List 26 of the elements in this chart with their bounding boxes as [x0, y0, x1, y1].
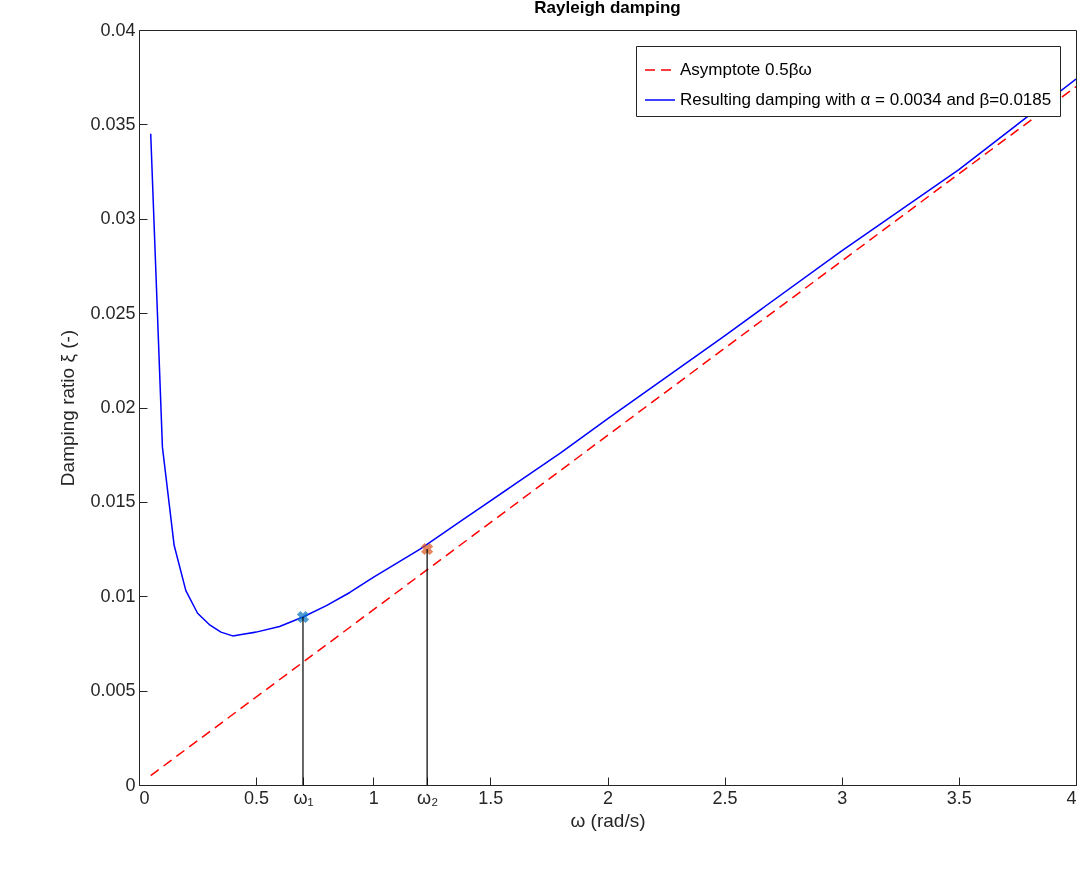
x-tick-label: 1.5 — [478, 787, 504, 808]
y-tick-label: 0.01 — [100, 585, 136, 606]
x-tick-label: 3 — [837, 787, 848, 808]
x-tick-label: 0.5 — [244, 787, 270, 808]
legend-label: Asymptote 0.5βω — [680, 60, 812, 79]
y-tick-label: 0.035 — [90, 113, 136, 134]
x-tick-label: ω₂ — [417, 787, 439, 808]
y-tick-label: 0.04 — [100, 19, 136, 40]
y-tick-label: 0.03 — [100, 208, 136, 229]
y-tick-label: 0.025 — [90, 302, 136, 323]
x-tick-label: 1 — [368, 787, 379, 808]
line-series — [149, 78, 1076, 637]
chart-title: Rayleigh damping — [534, 0, 681, 17]
y-tick-label: 0.005 — [90, 680, 136, 701]
y-axis-title: Damping ratio ξ (-) — [57, 329, 79, 487]
y-tick-label: 0.02 — [100, 397, 136, 417]
y-tick-label: 0 — [125, 774, 136, 795]
x-tick-label: 0 — [139, 787, 150, 808]
x-tick-label: 2 — [602, 787, 614, 808]
x-axis-title: ω (rad/s) — [570, 809, 646, 831]
x-tick-label: ω₁ — [293, 787, 314, 808]
legend-label: Resulting damping with α = 0.0034 and β=0.0185 — [680, 90, 1052, 109]
x-tick-label: 3.5 — [946, 787, 972, 808]
y-tick-label: 0.015 — [90, 491, 136, 512]
x-tick-label: 2.5 — [712, 787, 738, 808]
x-tick-label: 4 — [1066, 787, 1077, 808]
